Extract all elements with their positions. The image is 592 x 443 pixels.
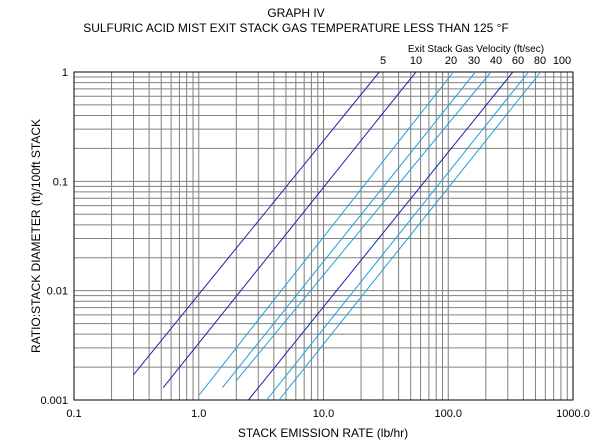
y-tick-label: 0.001 — [40, 395, 68, 407]
series-line-40 — [235, 71, 492, 382]
series-line-100 — [278, 71, 541, 401]
tick-labels: 0.1 1.0 10.0 100.0 1000.0 0.001 0.01 0.1 1 — [40, 67, 589, 420]
y-axis-label: RATIO:STACK DIAMETER (ft)/100ft STACK — [29, 119, 43, 353]
series-line-5 — [133, 71, 380, 376]
x-tick-label: 100.0 — [434, 408, 462, 420]
y-tick-label: 1 — [62, 67, 68, 79]
series-lines — [133, 71, 541, 401]
x-tick-label: 10.0 — [313, 408, 334, 420]
x-tick-label: 1.0 — [191, 408, 206, 420]
series-labels: 5 10 20 30 40 60 80 100 — [380, 55, 571, 67]
series-line-10 — [162, 71, 417, 388]
grid-lines — [73, 72, 573, 401]
x-tick-label: 0.1 — [66, 408, 81, 420]
series-line-80 — [266, 71, 529, 401]
series-label-80: 80 — [534, 55, 546, 67]
y-tick-label: 0.1 — [53, 176, 68, 188]
legend-title: Exit Stack Gas Velocity (ft/sec) — [408, 44, 544, 55]
series-label-20: 20 — [445, 55, 457, 67]
series-line-60 — [248, 71, 514, 401]
series-line-30 — [222, 71, 476, 388]
chart-title: GRAPH IV — [267, 6, 324, 20]
y-tick-label: 0.01 — [47, 286, 68, 298]
series-label-30: 30 — [468, 55, 480, 67]
chart-subtitle: SULFURIC ACID MIST EXIT STACK GAS TEMPER… — [83, 21, 509, 35]
series-label-5: 5 — [380, 55, 386, 67]
series-label-10: 10 — [410, 55, 422, 67]
series-line-20 — [198, 71, 454, 396]
x-axis-label: STACK EMISSION RATE (lb/hr) — [238, 426, 408, 440]
x-tick-label: 1000.0 — [556, 408, 590, 420]
series-label-40: 40 — [490, 55, 502, 67]
series-label-100: 100 — [553, 55, 571, 67]
plot-frame — [73, 71, 574, 401]
series-label-60: 60 — [512, 55, 524, 67]
